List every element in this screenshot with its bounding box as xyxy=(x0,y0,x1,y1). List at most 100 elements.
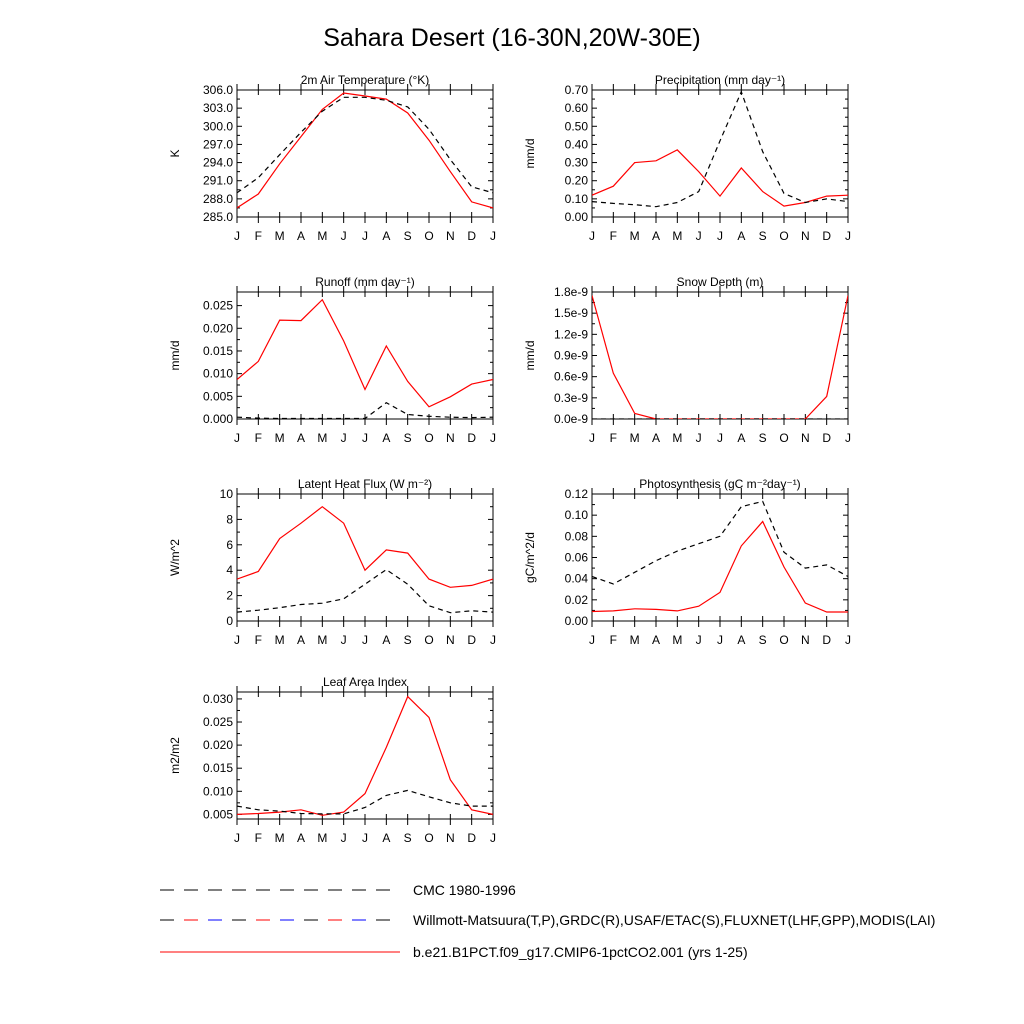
plot-frame xyxy=(591,291,849,420)
x-tick-label: A xyxy=(382,229,390,243)
y-tick-label: 0.020 xyxy=(203,738,233,752)
x-tick-label: S xyxy=(404,229,412,243)
x-tick-label: J xyxy=(845,229,851,243)
series-group xyxy=(592,500,848,613)
y-tick-label: 0.025 xyxy=(203,299,233,313)
plot-frame xyxy=(236,691,494,820)
x-tick-label: J xyxy=(717,229,723,243)
x-tick-label: M xyxy=(317,229,327,243)
x-tick-label: J xyxy=(589,633,595,647)
y-tick-label: 300.0 xyxy=(203,119,233,133)
y-tick-label: 0.60 xyxy=(565,101,589,115)
y-tick-label: 0.08 xyxy=(565,529,589,543)
plot-frame xyxy=(591,493,849,622)
obs-series-line xyxy=(237,789,493,815)
x-tick-label: J xyxy=(234,431,240,445)
y-tick-label: 10 xyxy=(220,487,234,501)
x-tick-label: F xyxy=(610,431,617,445)
model-series-line xyxy=(237,92,493,209)
x-tick-label: A xyxy=(297,831,305,845)
x-tick-label: J xyxy=(696,633,702,647)
x-tick-label: J xyxy=(589,431,595,445)
x-tick-label: J xyxy=(234,831,240,845)
x-tick-label: O xyxy=(779,633,788,647)
x-tick-label: D xyxy=(467,229,476,243)
x-tick-label: J xyxy=(490,229,496,243)
panel-title: 2m Air Temperature (°K) xyxy=(301,73,430,87)
x-tick-label: S xyxy=(759,633,767,647)
y-tick-label: 0.9e-9 xyxy=(554,349,588,363)
plot-frame xyxy=(591,89,849,218)
model-series-line xyxy=(592,149,848,207)
x-tick-label: N xyxy=(446,229,455,243)
y-tick-label: 1.5e-9 xyxy=(554,306,588,320)
x-tick-label: J xyxy=(845,633,851,647)
panel-1: Precipitation (mm day⁻¹) 0.70 0.60 0.50 0.40… xyxy=(523,73,851,243)
x-tick-label: D xyxy=(467,831,476,845)
y-axis-label: gC/m^2/d xyxy=(523,532,537,583)
x-tick-label: D xyxy=(822,229,831,243)
y-tick-label: 0.00 xyxy=(565,614,589,628)
x-tick-label: J xyxy=(696,431,702,445)
legend-item: Willmott-Matsuura(T,P),GRDC(R),USAF/ETAC… xyxy=(160,912,935,928)
x-tick-label: O xyxy=(424,431,433,445)
panel-title: Snow Depth (m) xyxy=(677,275,764,289)
x-tick-label: M xyxy=(672,633,682,647)
x-tick-label: A xyxy=(737,431,745,445)
x-tick-label: S xyxy=(404,431,412,445)
x-tick-label: M xyxy=(672,431,682,445)
y-axis-label: K xyxy=(168,149,182,157)
x-tick-label: M xyxy=(317,431,327,445)
y-tick-label: 0.30 xyxy=(565,156,589,170)
y-tick-label: 0.005 xyxy=(203,807,233,821)
y-tick-label: 0.005 xyxy=(203,389,233,403)
x-tick-label: N xyxy=(801,431,810,445)
x-tick-label: O xyxy=(779,431,788,445)
y-tick-label: 0.02 xyxy=(565,593,589,607)
x-tick-label: J xyxy=(341,633,347,647)
y-tick-label: 0.70 xyxy=(565,83,589,97)
x-tick-label: J xyxy=(341,431,347,445)
x-tick-label: M xyxy=(317,633,327,647)
x-tick-label: J xyxy=(362,633,368,647)
x-tick-label: J xyxy=(589,229,595,243)
x-tick-label: F xyxy=(255,229,262,243)
x-tick-label: J xyxy=(362,229,368,243)
y-tick-label: 0.3e-9 xyxy=(554,391,588,405)
x-tick-label: S xyxy=(404,831,412,845)
x-tick-label: D xyxy=(467,431,476,445)
x-tick-label: J xyxy=(490,831,496,845)
x-tick-label: J xyxy=(362,831,368,845)
obs-series-line xyxy=(237,96,493,194)
y-tick-label: 288.0 xyxy=(203,192,233,206)
x-tick-label: M xyxy=(275,633,285,647)
x-tick-label: J xyxy=(717,431,723,445)
x-tick-label: M xyxy=(275,431,285,445)
y-tick-label: 285.0 xyxy=(203,210,233,224)
y-tick-label: 0.04 xyxy=(565,572,589,586)
x-tick-label: A xyxy=(297,229,305,243)
y-tick-label: 0.12 xyxy=(565,487,589,501)
y-tick-label: 4 xyxy=(226,563,233,577)
y-tick-label: 0.10 xyxy=(565,192,589,206)
x-tick-label: M xyxy=(630,431,640,445)
y-tick-label: 297.0 xyxy=(203,137,233,151)
panel-title: Latent Heat Flux (W m⁻²) xyxy=(298,477,432,491)
y-tick-label: 0.40 xyxy=(565,137,589,151)
x-tick-label: S xyxy=(759,431,767,445)
x-tick-label: J xyxy=(490,633,496,647)
y-tick-label: 0.015 xyxy=(203,761,233,775)
series-group xyxy=(592,90,848,208)
x-tick-label: M xyxy=(317,831,327,845)
x-tick-label: J xyxy=(234,229,240,243)
x-tick-label: J xyxy=(490,431,496,445)
x-tick-label: A xyxy=(737,633,745,647)
panel-6: Leaf Area Index 0.030 0.025 0.020 0.015 0.010… xyxy=(168,675,496,845)
x-tick-label: O xyxy=(424,831,433,845)
y-tick-label: 0.06 xyxy=(565,551,589,565)
y-tick-label: 1.8e-9 xyxy=(554,285,588,299)
x-tick-label: N xyxy=(801,633,810,647)
x-tick-label: A xyxy=(382,831,390,845)
